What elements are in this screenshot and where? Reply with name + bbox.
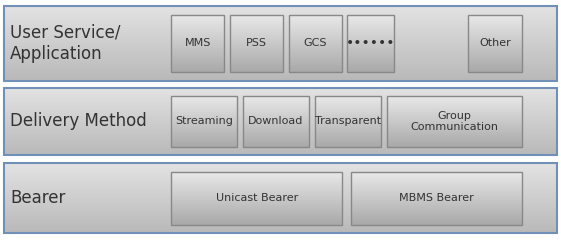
Text: Delivery Method: Delivery Method: [10, 112, 147, 130]
Text: User Service/
Application: User Service/ Application: [10, 24, 121, 63]
Text: PSS: PSS: [246, 38, 267, 48]
Text: ••••••: ••••••: [346, 36, 396, 50]
Bar: [351, 172, 522, 225]
Bar: [171, 172, 342, 225]
Bar: [387, 96, 522, 147]
Text: Bearer: Bearer: [10, 189, 66, 207]
Bar: [289, 15, 342, 71]
Bar: [243, 96, 309, 147]
Text: MBMS Bearer: MBMS Bearer: [399, 193, 473, 203]
Bar: [171, 96, 237, 147]
Bar: [171, 15, 224, 71]
Bar: [230, 15, 283, 71]
Text: MMS: MMS: [185, 38, 211, 48]
Text: Group
Communication: Group Communication: [410, 111, 498, 132]
Bar: [4, 163, 557, 233]
Bar: [315, 96, 381, 147]
Bar: [468, 15, 522, 71]
Bar: [347, 15, 394, 71]
Text: Streaming: Streaming: [175, 116, 233, 126]
Bar: [4, 6, 557, 81]
Text: Download: Download: [249, 116, 304, 126]
Text: Transparent: Transparent: [315, 116, 381, 126]
Text: GCS: GCS: [304, 38, 327, 48]
Bar: [4, 88, 557, 155]
Text: Other: Other: [479, 38, 511, 48]
Text: Unicast Bearer: Unicast Bearer: [215, 193, 298, 203]
